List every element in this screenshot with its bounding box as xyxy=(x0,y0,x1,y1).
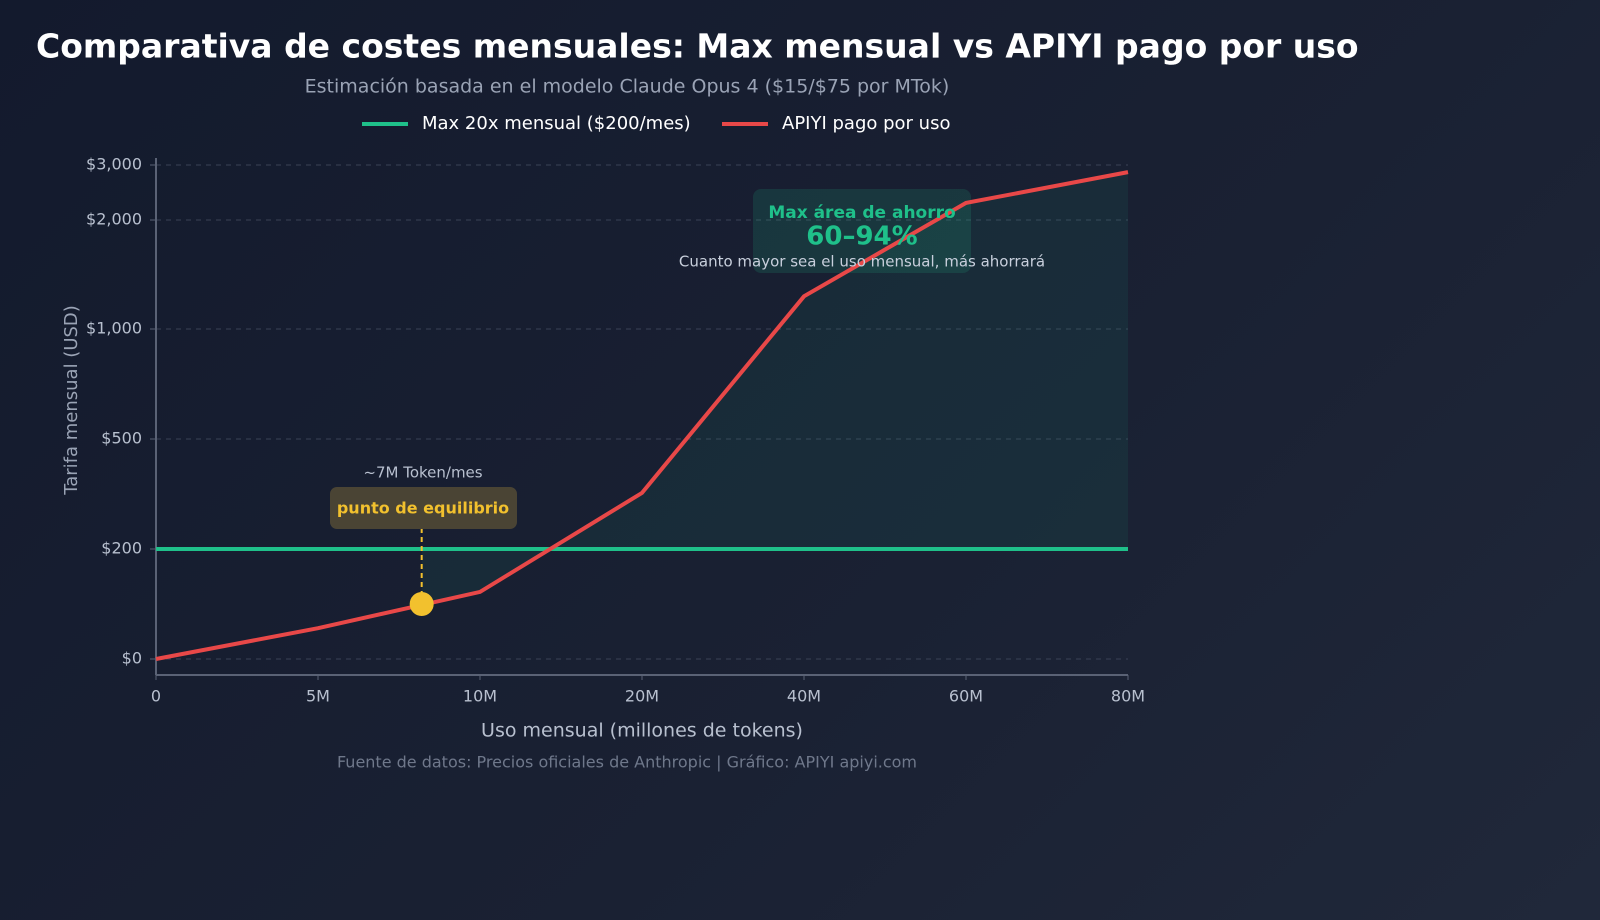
y-tick-label: $500 xyxy=(101,429,142,448)
source: Fuente de datos: Precios oficiales de An… xyxy=(337,753,917,772)
savings-title: Max área de ahorro xyxy=(768,203,955,223)
legend-label: APIYI pago por uso xyxy=(782,113,950,134)
legend-label: Max 20x mensual ($200/mes) xyxy=(422,113,691,134)
x-tick-label: 20M xyxy=(625,687,659,706)
x-tick-label: 60M xyxy=(949,687,983,706)
chart-title: Comparativa de costes mensuales: Max men… xyxy=(36,27,1359,66)
y-tick-label: $3,000 xyxy=(86,155,142,174)
y-tick-label: $2,000 xyxy=(86,210,142,229)
x-tick-label: 5M xyxy=(306,687,330,706)
breakeven-label: punto de equilibrio xyxy=(337,499,509,518)
savings-box xyxy=(753,189,971,273)
subtitle: Estimación basada en el modelo Claude Op… xyxy=(305,76,950,98)
savings-note: Cuanto mayor sea el uso mensual, más aho… xyxy=(679,253,1045,271)
breakeven-point xyxy=(409,592,434,616)
series-line xyxy=(155,170,1129,661)
y-axis-label: Tarifa mensual (USD) xyxy=(61,305,82,496)
x-axis-label: Uso mensual (millones de tokens) xyxy=(481,720,803,742)
x-tick-label: 80M xyxy=(1111,687,1145,706)
x-tick-label: 0 xyxy=(151,687,161,706)
breakeven-note: ~7M Token/mes xyxy=(363,464,482,482)
y-tick-label: $200 xyxy=(101,539,142,558)
savings-range: 60–94% xyxy=(806,222,917,252)
y-tick-label: $1,000 xyxy=(86,319,142,338)
x-tick-label: 10M xyxy=(463,687,497,706)
y-tick-label: $0 xyxy=(122,649,142,668)
savings-area xyxy=(421,172,1128,604)
x-tick-label: 40M xyxy=(787,687,821,706)
breakeven-box xyxy=(330,487,517,529)
